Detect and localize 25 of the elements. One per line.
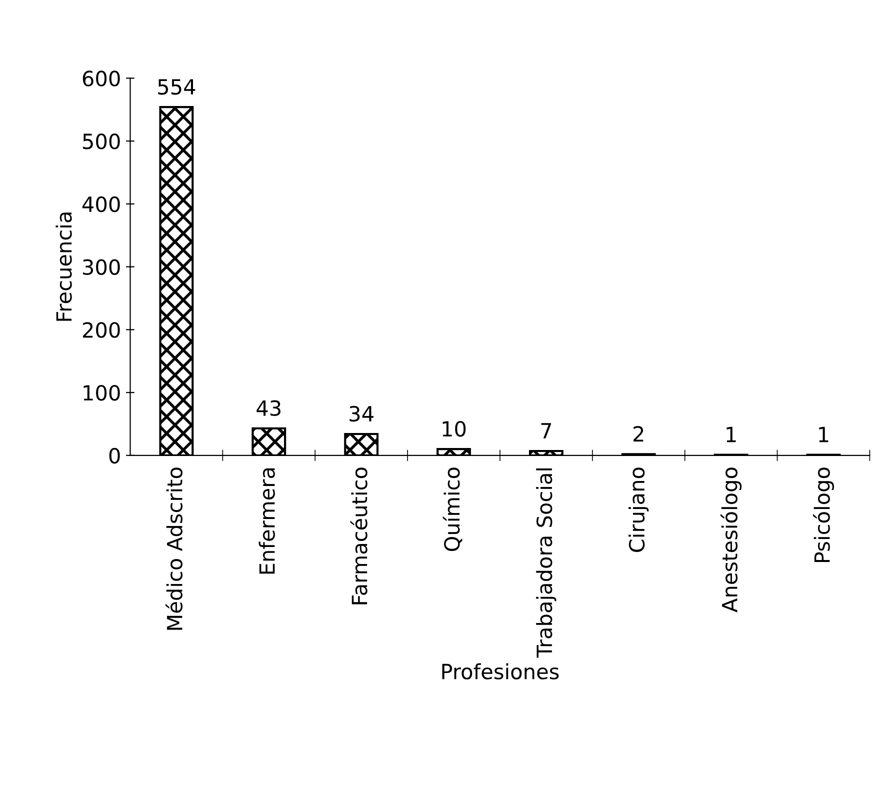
data-label: 1	[726, 426, 736, 442]
data-label: 43	[256, 400, 280, 416]
x-axis-title: Profesiones	[442, 663, 559, 680]
y-tick-label: 200	[82, 322, 120, 338]
data-label: 1	[819, 426, 828, 442]
y-tick-label: 600	[82, 70, 120, 86]
y-tick-label: 400	[82, 196, 120, 212]
y-tick-label: 500	[83, 134, 120, 150]
x-tick-label: Enfermera	[258, 468, 275, 574]
y-tick-label: 100	[84, 384, 120, 401]
data-label: 2	[634, 426, 644, 442]
data-label: 7	[541, 423, 552, 438]
x-tick-label: Cirujano	[628, 468, 649, 552]
data-label: 554	[158, 79, 196, 95]
data-label: 34	[350, 406, 374, 422]
x-tick-label: Químico	[442, 468, 462, 552]
y-tick-label: 0	[109, 448, 120, 464]
x-tick-label: Trabajadora Social	[536, 468, 556, 658]
x-tick-label: Farmacéutico	[350, 468, 368, 604]
y-tick-label: 300	[83, 259, 120, 275]
y-axis-title: Frecuencia	[56, 212, 72, 321]
x-tick-label: Psicólogo	[812, 468, 834, 562]
x-tick-label: Médico Adscrito	[166, 468, 182, 630]
x-tick-label: Anestesiólogo	[720, 468, 742, 612]
data-label: 10	[442, 420, 466, 437]
